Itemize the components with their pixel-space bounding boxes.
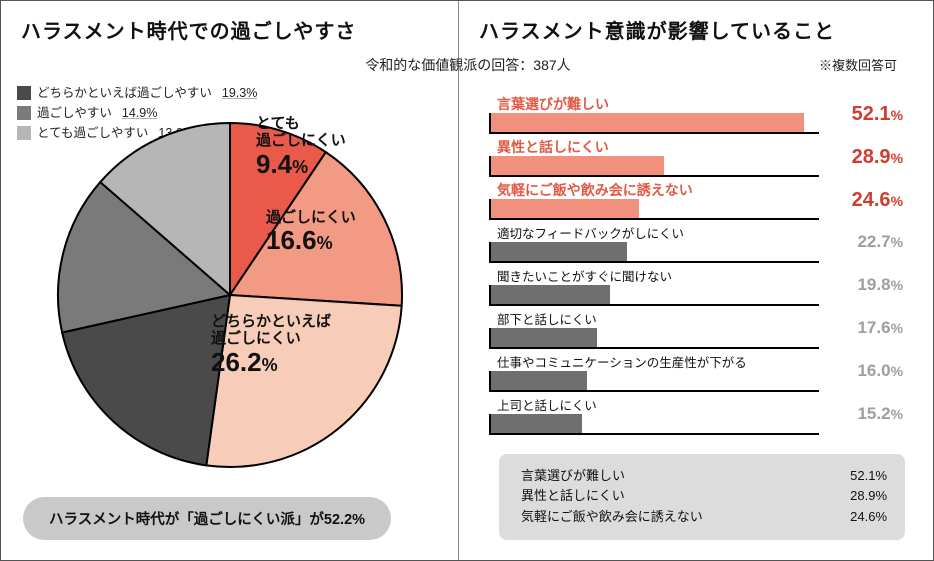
summary-box: 言葉選びが難しい52.1%異性と話しにくい28.9%気軽にご飯や飲み会に誘えない… bbox=[499, 454, 905, 540]
multi-answer-note: ※複数回答可 bbox=[819, 55, 897, 74]
summary-label: 言葉選びが難しい bbox=[521, 466, 625, 487]
legend-label: 過ごしやすい bbox=[37, 103, 112, 123]
summary-label: 気軽にご飯や飲み会に誘えない bbox=[521, 507, 703, 528]
pie-slice-label: どちらかといえば過ごしにくい26.2% bbox=[211, 313, 331, 377]
bar-row: 仕事やコミュニケーションの生産性が下がる 16.0% bbox=[489, 353, 909, 394]
bar-label: 部下と話しにくい bbox=[497, 309, 597, 328]
pie-slice-label: とても過ごしにくい9.4% bbox=[256, 115, 346, 179]
bar-baseline bbox=[489, 132, 819, 134]
bar-baseline bbox=[489, 261, 819, 263]
bar-fill bbox=[491, 199, 639, 218]
bar-label: 気軽にご飯や飲み会に誘えない bbox=[497, 180, 693, 200]
right-panel: ハラスメント意識が影響していること 言葉選びが難しい 52.1% 異性と話しにくい 2… bbox=[458, 1, 933, 560]
bar-label: 聞きたいことがすぐに聞けない bbox=[497, 266, 672, 285]
subtitle-text: 令和的な価値観派の回答：387人 bbox=[1, 55, 934, 75]
bar-fill bbox=[491, 242, 627, 261]
left-footer-pill: ハラスメント時代が「過ごしにくい派」が52.2% bbox=[23, 497, 391, 540]
bar-fill bbox=[491, 113, 804, 132]
bar-label: 異性と話しにくい bbox=[497, 137, 609, 157]
infographic-container: ハラスメント時代での過ごしやすさ どちらかといえば過ごしやすい19.3%過ごしや… bbox=[0, 0, 934, 561]
bar-baseline bbox=[489, 175, 819, 177]
pie-legend-item: 過ごしやすい 14.9% bbox=[17, 103, 257, 123]
bar-row: 上司と話しにくい 15.2% bbox=[489, 396, 909, 437]
legend-swatch bbox=[17, 86, 31, 100]
bar-value: 15.2% bbox=[857, 404, 903, 424]
bar-value: 52.1% bbox=[852, 103, 903, 126]
bar-baseline bbox=[489, 433, 819, 435]
bar-baseline bbox=[489, 390, 819, 392]
bar-fill bbox=[491, 371, 587, 390]
bar-value: 16.0% bbox=[857, 361, 903, 381]
bar-value: 17.6% bbox=[857, 318, 903, 338]
bar-row: 聞きたいことがすぐに聞けない 19.8% bbox=[489, 267, 909, 308]
bar-fill bbox=[491, 285, 610, 304]
right-title: ハラスメント意識が影響していること bbox=[459, 1, 933, 44]
bar-row: 部下と話しにくい 17.6% bbox=[489, 310, 909, 351]
legend-swatch bbox=[17, 106, 31, 120]
bar-row: 異性と話しにくい 28.9% bbox=[489, 138, 909, 179]
bar-row: 適切なフィードバックがしにくい 22.7% bbox=[489, 224, 909, 265]
legend-value: 14.9% bbox=[122, 103, 157, 123]
bar-value: 28.9% bbox=[852, 146, 903, 169]
bar-label: 言葉選びが難しい bbox=[497, 94, 609, 114]
bar-label: 適切なフィードバックがしにくい bbox=[497, 223, 684, 242]
bar-fill bbox=[491, 156, 664, 175]
bar-row: 言葉選びが難しい 52.1% bbox=[489, 95, 909, 136]
legend-value: 19.3% bbox=[222, 83, 257, 103]
bar-value: 24.6% bbox=[852, 189, 903, 212]
summary-row: 言葉選びが難しい 52.1% bbox=[521, 466, 887, 487]
bar-label: 仕事やコミュニケーションの生産性が下がる bbox=[497, 352, 747, 371]
bar-baseline bbox=[489, 304, 819, 306]
summary-value: 52.1% bbox=[850, 466, 887, 487]
bar-row: 気軽にご飯や飲み会に誘えない 24.6% bbox=[489, 181, 909, 222]
summary-row: 異性と話しにくい 28.9% bbox=[521, 486, 887, 507]
bar-value: 22.7% bbox=[857, 232, 903, 252]
bar-baseline bbox=[489, 218, 819, 220]
pie-legend-item: どちらかといえば過ごしやすい 19.3% bbox=[17, 83, 257, 103]
summary-label: 異性と話しにくい bbox=[521, 486, 625, 507]
summary-row: 気軽にご飯や飲み会に誘えない 24.6% bbox=[521, 507, 887, 528]
bar-chart: 言葉選びが難しい 52.1% 異性と話しにくい 28.9% 気軽にご飯や飲み会に誘えない… bbox=[489, 95, 909, 439]
legend-swatch bbox=[17, 126, 31, 140]
bar-baseline bbox=[489, 347, 819, 349]
left-title: ハラスメント時代での過ごしやすさ bbox=[1, 1, 458, 44]
subtitle-row: 令和的な価値観派の回答：387人 ※複数回答可 bbox=[1, 55, 934, 75]
bar-fill bbox=[491, 414, 582, 433]
legend-label: どちらかといえば過ごしやすい bbox=[37, 83, 212, 103]
summary-value: 28.9% bbox=[850, 486, 887, 507]
pie-chart: とても過ごしにくい9.4%過ごしにくい16.6%どちらかといえば過ごしにくい26… bbox=[56, 121, 404, 469]
left-panel: ハラスメント時代での過ごしやすさ どちらかといえば過ごしやすい19.3%過ごしや… bbox=[1, 1, 458, 560]
bar-fill bbox=[491, 328, 597, 347]
pie-slice-label: 過ごしにくい16.6% bbox=[266, 209, 356, 256]
summary-value: 24.6% bbox=[850, 507, 887, 528]
bar-value: 19.8% bbox=[857, 275, 903, 295]
bar-label: 上司と話しにくい bbox=[497, 395, 597, 414]
